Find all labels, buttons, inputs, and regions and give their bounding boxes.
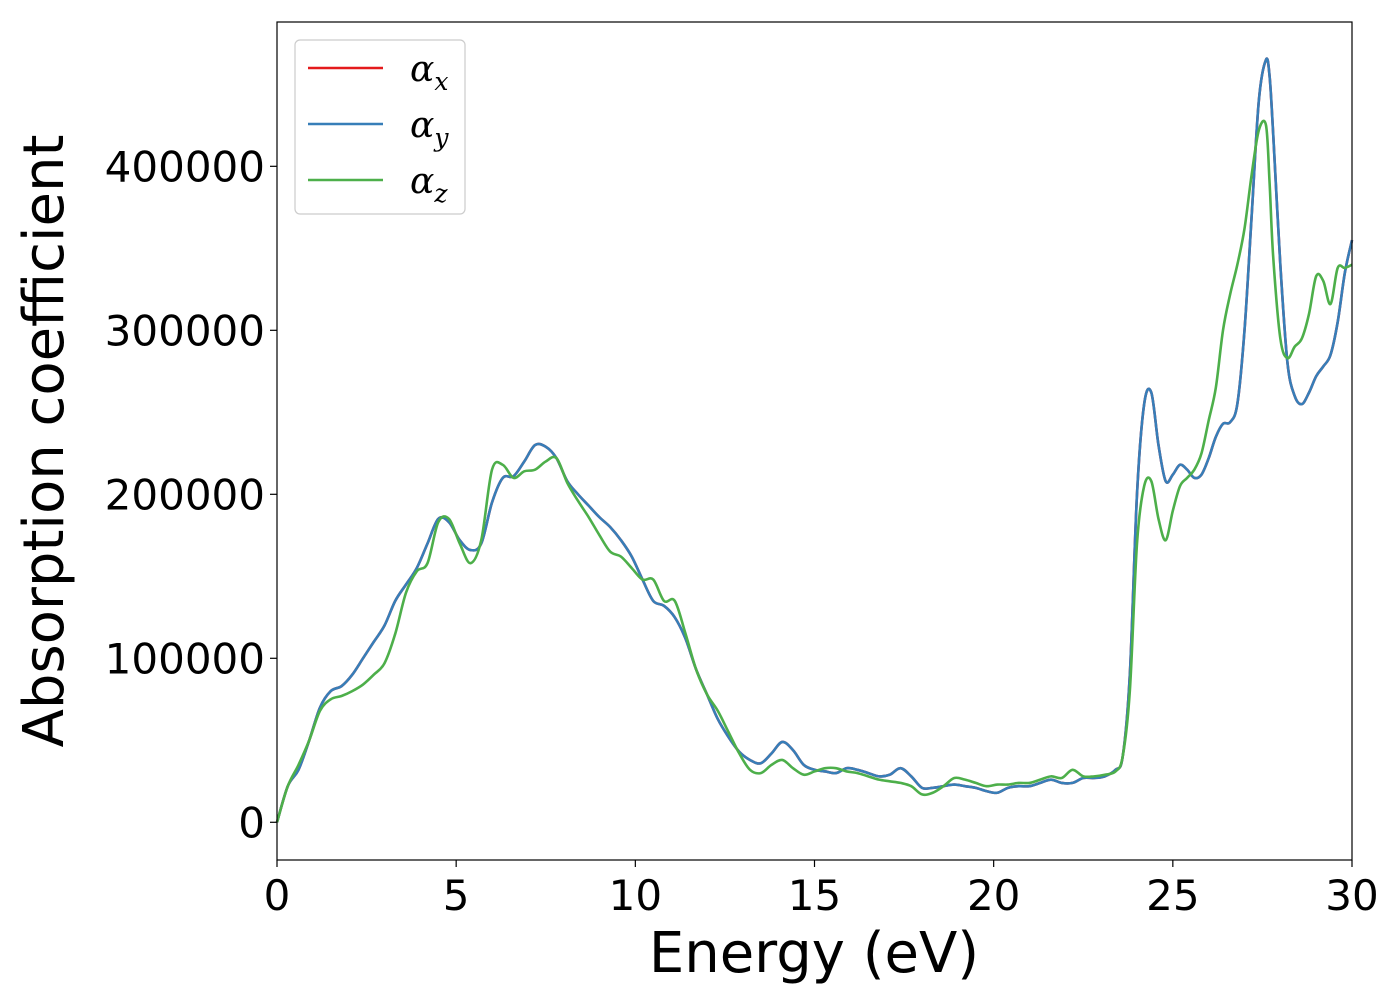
y-axis-ticks: 0 100000 200000 300000 400000: [105, 142, 277, 847]
legend-symbol: α: [410, 161, 434, 202]
x-tick-label: 0: [264, 871, 291, 920]
x-tick-label: 25: [1146, 871, 1199, 920]
x-tick-label: 5: [443, 871, 470, 920]
x-axis-label: Energy (eV): [649, 921, 979, 986]
y-tick-label: 300000: [105, 306, 265, 355]
series-layer: [275, 57, 1354, 823]
legend-subscript: y: [433, 123, 449, 152]
legend-subscript: z: [433, 179, 448, 208]
x-axis-ticks: 0 5 10 15 20 25 30: [264, 860, 1379, 920]
y-tick-label: 400000: [105, 142, 265, 191]
legend-label-z: αz: [410, 161, 448, 208]
series-line-z: [275, 119, 1353, 823]
legend-box: [294, 39, 466, 215]
x-tick-label: 15: [788, 871, 841, 920]
x-tick-label: 10: [609, 871, 662, 920]
y-axis-label: Absorption coefficient: [12, 135, 77, 748]
legend-symbol: α: [410, 49, 434, 90]
x-tick-label: 20: [967, 871, 1020, 920]
x-tick-label: 30: [1325, 871, 1378, 920]
legend-label-y: αy: [410, 105, 449, 152]
y-tick-label: 0: [238, 798, 265, 847]
y-tick-label: 100000: [105, 634, 265, 683]
y-tick-label: 200000: [105, 470, 265, 519]
legend-symbol: α: [410, 105, 434, 146]
legend-subscript: x: [434, 67, 448, 96]
legend-label-x: αx: [410, 49, 448, 96]
